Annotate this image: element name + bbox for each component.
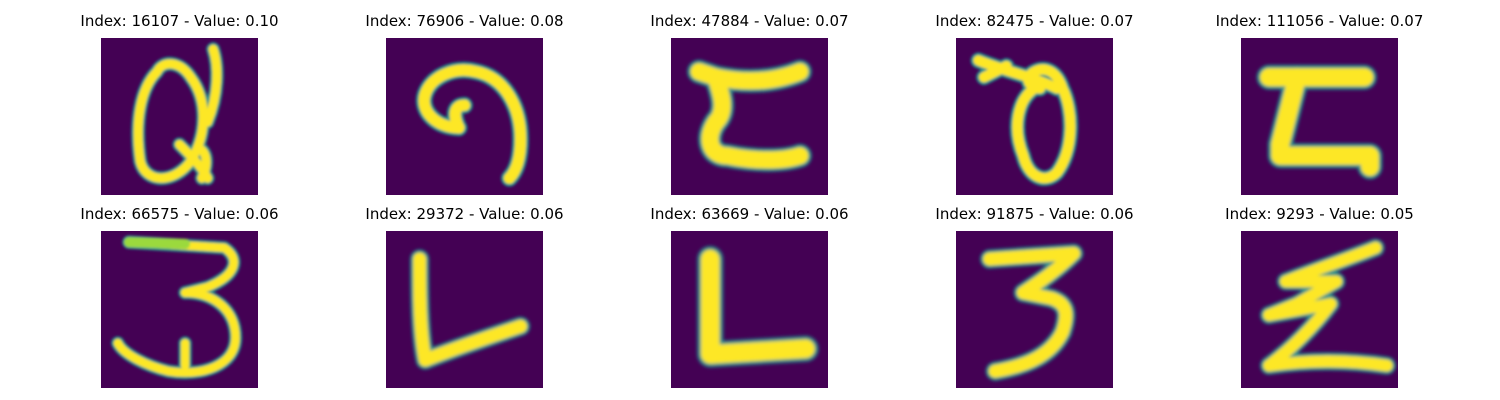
digit-image: [956, 231, 1113, 388]
panel-1: Index: 76906 - Value: 0.08: [322, 11, 607, 201]
digit-image: [956, 38, 1113, 195]
panel-title: Index: 63669 - Value: 0.06: [650, 205, 849, 223]
panel-0: Index: 16107 - Value: 0.10: [37, 11, 322, 201]
panel-3: Index: 82475 - Value: 0.07: [892, 11, 1177, 201]
panel-8: Index: 91875 - Value: 0.06: [892, 204, 1177, 394]
panel-title: Index: 76906 - Value: 0.08: [365, 12, 564, 30]
panel-5: Index: 66575 - Value: 0.06: [37, 204, 322, 394]
panel-title: Index: 47884 - Value: 0.07: [650, 12, 849, 30]
panel-7: Index: 63669 - Value: 0.06: [607, 204, 892, 394]
panel-title: Index: 29372 - Value: 0.06: [365, 205, 564, 223]
panel-2: Index: 47884 - Value: 0.07: [607, 11, 892, 201]
digit-image: [1241, 38, 1398, 195]
digit-image: [386, 231, 543, 388]
panel-title: Index: 66575 - Value: 0.06: [80, 205, 279, 223]
digit-image: [671, 231, 828, 388]
digit-image: [386, 38, 543, 195]
panel-title: Index: 82475 - Value: 0.07: [935, 12, 1134, 30]
digit-image: [1241, 231, 1398, 388]
digit-image: [671, 38, 828, 195]
panel-title: Index: 91875 - Value: 0.06: [935, 205, 1134, 223]
panel-9: Index: 9293 - Value: 0.05: [1177, 204, 1462, 394]
panel-title: Index: 9293 - Value: 0.05: [1225, 205, 1414, 223]
digit-image: [101, 38, 258, 195]
panel-title: Index: 16107 - Value: 0.10: [80, 12, 279, 30]
panel-title: Index: 111056 - Value: 0.07: [1215, 12, 1424, 30]
panel-6: Index: 29372 - Value: 0.06: [322, 204, 607, 394]
digit-image: [101, 231, 258, 388]
panel-4: Index: 111056 - Value: 0.07: [1177, 11, 1462, 201]
